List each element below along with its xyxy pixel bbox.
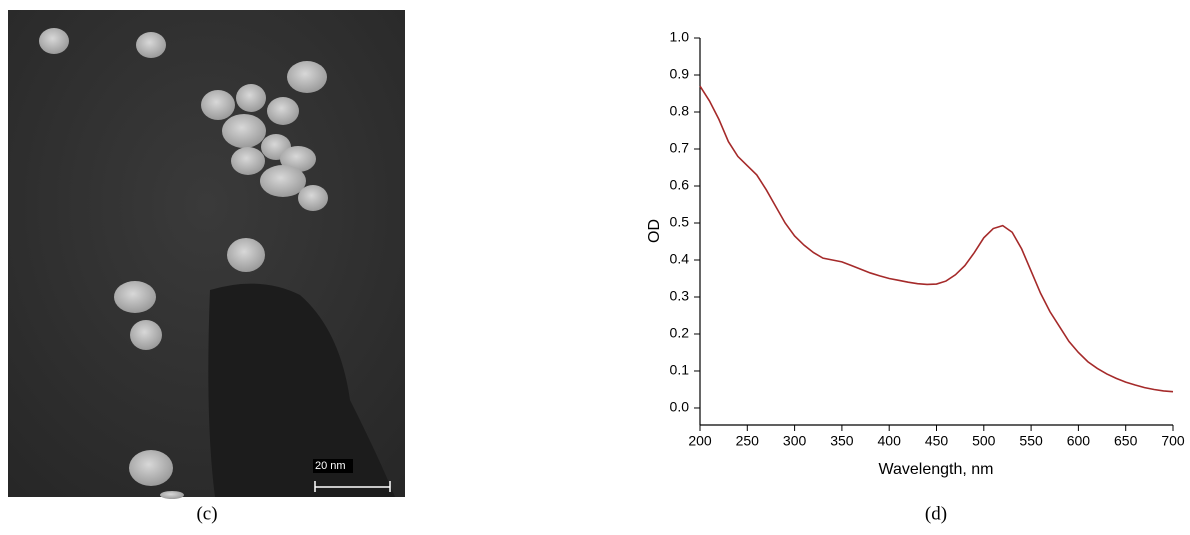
x-tick-label: 300 [783,433,807,449]
x-tick-label: 400 [878,433,902,449]
y-tick-label: 0.0 [670,399,690,415]
y-tick-label: 0.8 [670,103,690,119]
y-tick-label: 0.6 [670,177,690,193]
tem-image: 20 nm [8,10,405,499]
panel-label: (c) [196,503,217,524]
x-axis-label: Wavelength, nm [878,461,993,478]
y-tick-label: 0.1 [670,362,690,378]
y-tick-label: 0.4 [670,251,690,267]
x-tick-label: 350 [830,433,854,449]
x-tick-label: 450 [925,433,949,449]
y-tick-label: 0.9 [670,66,690,82]
x-tick-label: 550 [1019,433,1043,449]
x-tick-label: 200 [688,433,712,449]
data-line [700,86,1173,392]
figure: 20 nm (c) (d) Wavelength, nm OD 0.0 0.1 0.… [0,0,1190,530]
y-tick-label: 1.0 [670,29,690,45]
y-axis-label: OD [646,219,663,243]
x-tick-label: 600 [1067,433,1091,449]
scale-bar-label: 20 nm [315,460,346,472]
y-tick-label: 0.2 [670,325,690,341]
panel-label: (d) [925,503,947,524]
x-tick-label: 500 [972,433,996,449]
x-tick-label: 650 [1114,433,1138,449]
x-tick-label: 250 [736,433,760,449]
x-tick-label: 700 [1161,433,1185,449]
y-tick-label: 0.5 [670,214,690,230]
y-tick-label: 0.3 [670,288,690,304]
y-tick-label: 0.7 [670,140,690,156]
